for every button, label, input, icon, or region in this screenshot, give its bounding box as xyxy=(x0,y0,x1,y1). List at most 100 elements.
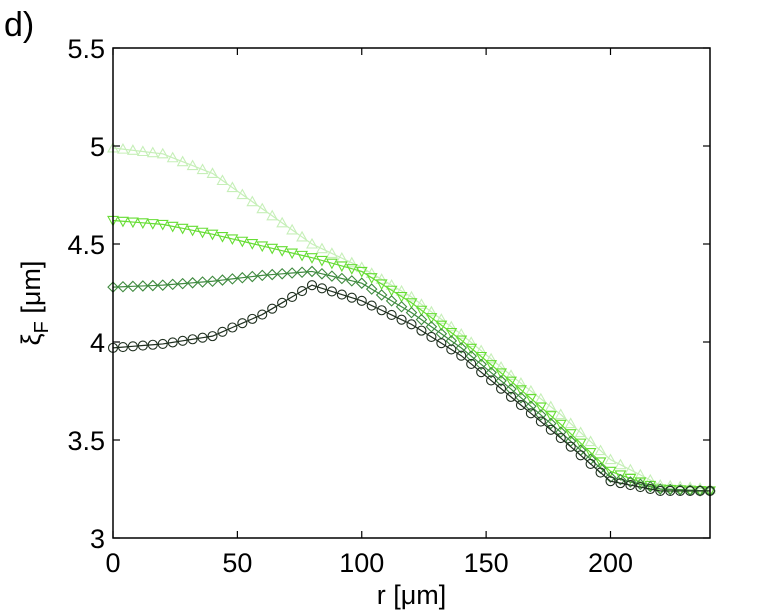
data-point xyxy=(117,216,129,228)
series-diamond xyxy=(107,265,716,497)
data-point xyxy=(356,295,367,306)
data-point xyxy=(455,342,468,354)
data-point xyxy=(694,485,706,497)
data-point xyxy=(325,258,338,270)
data-point xyxy=(524,384,537,396)
data-point xyxy=(206,229,219,241)
data-point xyxy=(385,285,398,297)
data-point xyxy=(257,309,268,320)
data-point xyxy=(147,279,159,292)
data-point xyxy=(306,253,318,264)
data-point xyxy=(485,360,498,371)
data-point xyxy=(525,400,537,413)
axis-ticks: 0 50 100 150 200 3 3.5 4 4.5 5 5.5 xyxy=(67,34,710,578)
data-point xyxy=(137,280,149,292)
data-point xyxy=(296,250,308,262)
y-axis-label: ξF [μm] xyxy=(16,261,53,346)
data-point xyxy=(495,383,507,394)
data-point xyxy=(595,467,606,478)
data-point xyxy=(336,289,347,300)
data-point xyxy=(386,309,397,321)
y-tick-label: 3.5 xyxy=(67,426,105,456)
data-point xyxy=(146,219,159,230)
data-point xyxy=(495,375,507,387)
data-point xyxy=(256,202,269,214)
data-point xyxy=(365,283,378,295)
series-line-circle xyxy=(112,284,710,492)
data-point xyxy=(415,313,428,326)
data-point xyxy=(206,167,219,178)
y-axis-label-sub: F xyxy=(31,321,53,333)
y-axis-label-unit: [μm] xyxy=(16,261,46,322)
y-tick-label: 5.5 xyxy=(67,34,105,64)
data-point xyxy=(236,188,249,200)
data-point xyxy=(475,344,488,356)
data-point xyxy=(565,441,576,452)
x-tick-label: 150 xyxy=(464,548,509,578)
data-point xyxy=(466,358,477,370)
data-point xyxy=(644,480,657,493)
data-point xyxy=(624,476,637,488)
data-point xyxy=(405,290,418,302)
data-point xyxy=(365,273,378,284)
data-point xyxy=(455,328,468,339)
data-point xyxy=(316,242,328,254)
x-tick-label: 200 xyxy=(588,548,633,578)
data-point xyxy=(366,300,377,311)
data-point xyxy=(456,350,467,361)
data-point xyxy=(267,303,278,314)
data-point xyxy=(287,291,298,302)
data-point xyxy=(186,225,199,237)
data-point xyxy=(187,334,198,345)
data-point xyxy=(355,277,368,289)
data-point xyxy=(564,417,577,429)
data-point xyxy=(574,438,587,450)
chart-marks xyxy=(107,141,716,498)
data-point xyxy=(604,471,617,484)
data-point xyxy=(166,221,179,233)
data-point xyxy=(395,284,408,296)
data-point xyxy=(336,272,348,285)
data-point xyxy=(286,267,298,279)
data-point xyxy=(554,408,567,420)
data-point xyxy=(486,375,497,386)
data-point xyxy=(495,368,507,380)
data-point xyxy=(306,265,318,278)
series-line-triangle-up xyxy=(112,147,711,490)
data-point xyxy=(286,248,299,260)
data-point xyxy=(584,435,597,447)
data-point xyxy=(436,338,447,349)
data-point xyxy=(226,234,239,246)
data-point xyxy=(495,360,507,372)
data-point xyxy=(625,480,636,491)
data-point xyxy=(665,485,676,497)
data-point xyxy=(306,237,318,249)
data-point xyxy=(196,163,209,175)
data-point xyxy=(117,280,129,293)
x-tick-label: 0 xyxy=(105,548,120,578)
data-point xyxy=(524,393,537,405)
data-point xyxy=(385,295,398,307)
data-point xyxy=(465,350,477,362)
data-point xyxy=(236,271,249,284)
data-point xyxy=(306,280,318,291)
data-point xyxy=(276,216,289,228)
data-point xyxy=(266,209,279,221)
data-point xyxy=(515,385,527,396)
data-point xyxy=(256,269,269,282)
data-point xyxy=(535,409,547,421)
data-point xyxy=(126,144,139,155)
data-point xyxy=(186,159,199,171)
data-point xyxy=(276,268,288,280)
data-point xyxy=(515,400,527,411)
x-tick-label: 50 xyxy=(222,548,252,578)
data-point xyxy=(207,331,218,342)
data-point xyxy=(655,485,666,497)
data-point xyxy=(395,300,408,313)
data-point xyxy=(227,322,238,333)
data-point xyxy=(246,270,259,283)
data-point xyxy=(554,426,567,438)
data-point xyxy=(614,458,627,470)
data-point xyxy=(505,383,517,395)
